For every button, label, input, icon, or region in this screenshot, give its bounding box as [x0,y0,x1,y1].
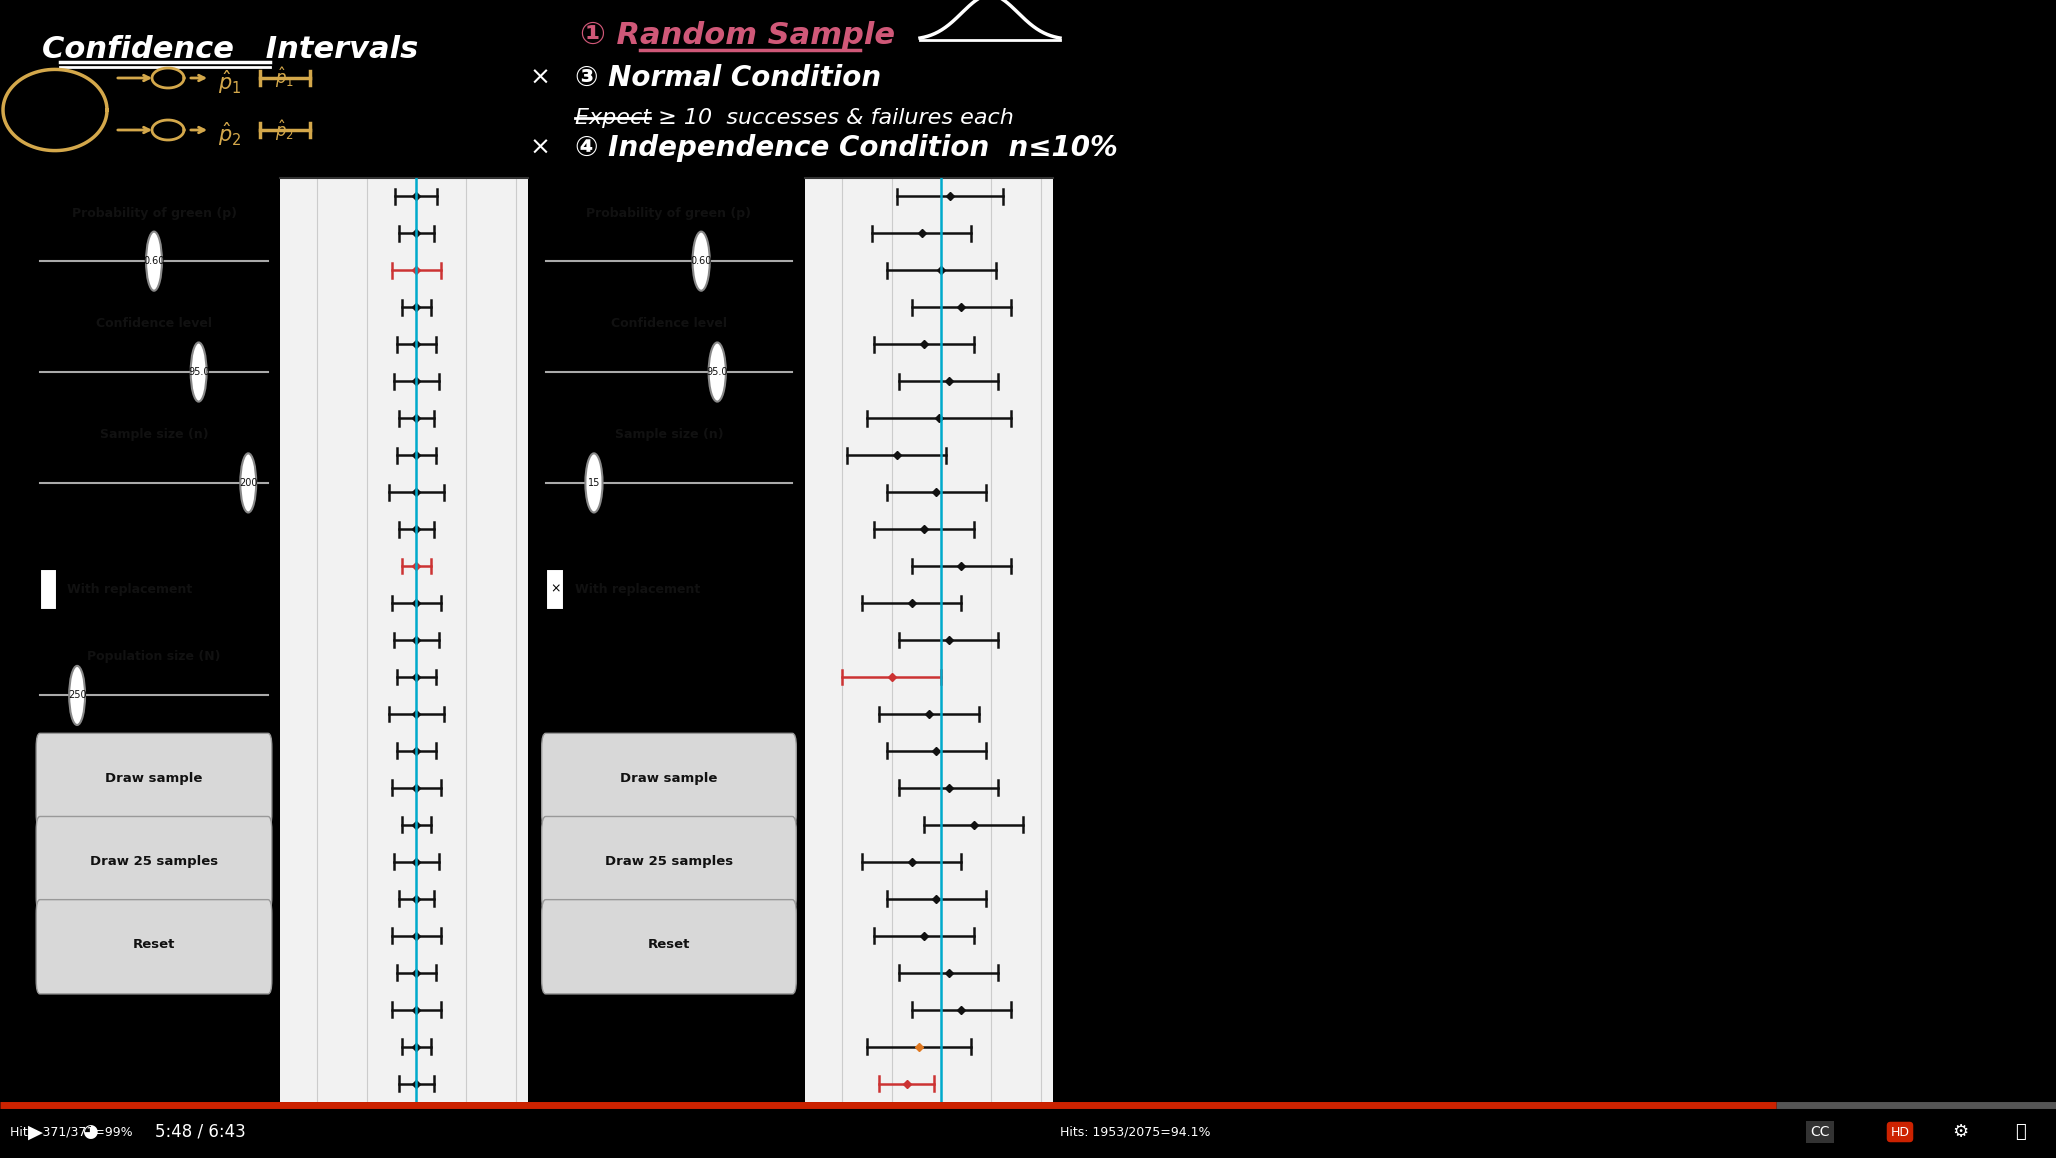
Text: Draw sample: Draw sample [621,772,718,785]
Text: Confidence   Intervals: Confidence Intervals [41,36,417,65]
Text: 15: 15 [588,478,600,488]
FancyBboxPatch shape [541,900,796,994]
Text: Hits: 1953/2075=94.1%: Hits: 1953/2075=94.1% [1061,1126,1211,1138]
Text: 95.0: 95.0 [707,367,728,378]
Text: ×: × [530,135,551,160]
Text: CC: CC [1809,1126,1830,1139]
Text: Probability of green (p): Probability of green (p) [586,206,752,220]
Text: Draw 25 samples: Draw 25 samples [90,856,218,868]
Text: ⛶: ⛶ [2015,1123,2025,1141]
Text: Population size (N): Population size (N) [86,650,220,664]
Circle shape [241,453,257,513]
Text: Hits: 371/371=99%: Hits: 371/371=99% [10,1126,134,1138]
Text: 250: 250 [68,690,86,701]
Text: 95.0: 95.0 [187,367,210,378]
Circle shape [146,232,162,291]
Text: Expect ≥ 10  successes & failures each: Expect ≥ 10 successes & failures each [576,108,1014,129]
Circle shape [709,343,726,402]
Text: ① Random Sample: ① Random Sample [580,21,894,50]
Text: With replacement: With replacement [576,582,701,595]
Text: Draw 25 samples: Draw 25 samples [604,856,734,868]
FancyBboxPatch shape [541,816,796,910]
Text: 200: 200 [238,478,257,488]
Circle shape [693,232,709,291]
Text: Confidence level: Confidence level [97,317,212,330]
FancyBboxPatch shape [37,733,271,828]
Text: With replacement: With replacement [68,582,193,595]
Text: ×: × [530,66,551,90]
Text: 0.60: 0.60 [144,256,164,266]
Text: ⚙: ⚙ [1951,1123,1968,1141]
Text: HD: HD [1892,1126,1910,1138]
Circle shape [191,343,206,402]
Text: ④ Independence Condition  n≤10%: ④ Independence Condition n≤10% [576,134,1118,162]
Text: 5:48 / 6:43: 5:48 / 6:43 [154,1123,245,1141]
Text: Sample size (n): Sample size (n) [99,428,208,441]
Text: ◕: ◕ [82,1123,99,1141]
Text: Reset: Reset [648,938,691,952]
FancyBboxPatch shape [37,816,271,910]
Text: Confidence level: Confidence level [611,317,728,330]
Text: $\hat{p}_2$: $\hat{p}_2$ [276,118,294,142]
Text: Probability of green (p): Probability of green (p) [72,206,236,220]
FancyBboxPatch shape [541,733,796,828]
Text: ③ Normal Condition: ③ Normal Condition [576,64,882,91]
Circle shape [70,666,84,725]
FancyBboxPatch shape [37,900,271,994]
FancyBboxPatch shape [545,569,565,609]
FancyBboxPatch shape [39,569,58,609]
Text: Sample size (n): Sample size (n) [615,428,724,441]
Text: Reset: Reset [134,938,175,952]
Text: $\hat{p}_1$: $\hat{p}_1$ [276,65,294,89]
Circle shape [586,453,602,513]
Text: Draw sample: Draw sample [105,772,204,785]
Text: 0.60: 0.60 [691,256,711,266]
Text: ⨯: ⨯ [549,582,561,595]
Text: $\hat{p}_2$: $\hat{p}_2$ [218,120,241,147]
Text: $\hat{p}_1$: $\hat{p}_1$ [218,68,241,96]
Text: ▶: ▶ [27,1122,43,1142]
